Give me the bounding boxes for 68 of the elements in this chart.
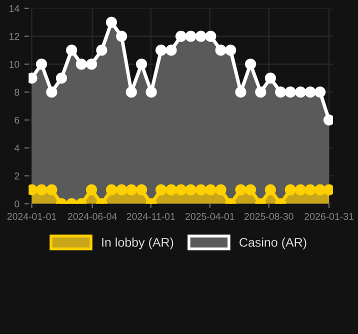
point [294,86,306,98]
y-tick-label: 8 [14,88,20,96]
point [195,30,206,42]
point [314,86,326,98]
legend-label: In lobby (AR) [102,238,174,250]
point [86,58,98,70]
point [96,44,108,56]
y-tick-label: 12 [10,32,20,40]
point [323,184,333,196]
point [36,58,48,70]
point [126,86,137,98]
point [126,184,137,196]
y-tick-label: 10 [10,60,20,68]
point [284,184,296,196]
point [255,86,266,98]
point [235,184,246,196]
point [66,44,78,56]
y-tick-label: 2 [14,172,20,180]
point [106,184,118,196]
point [156,184,167,196]
point [36,184,48,196]
point [264,184,276,196]
point [314,184,326,196]
point [205,184,216,196]
point [116,30,128,42]
point [86,184,98,196]
x-tick-label: 2024-01-01 [7,213,56,220]
point [195,184,206,196]
y-tick-label: 4 [14,144,20,152]
point [275,86,286,98]
y-tick-label: 0 [14,200,20,208]
point [166,44,177,56]
point [284,86,296,98]
x-tick-label: 2024-06-04 [68,213,117,220]
point [244,58,256,70]
point [323,114,333,126]
point [205,30,216,42]
x-tick-label: 2025-08-30 [244,213,294,220]
point [136,184,148,196]
point [166,184,177,196]
point [264,72,276,84]
point [56,72,68,84]
point [46,86,58,98]
point [294,184,306,196]
x-tick-label: 2024-11-01 [126,213,175,220]
x-tick-label: 2025-04-01 [186,213,234,220]
x-tick-label: 2026-01-31 [304,213,354,220]
point [235,86,246,98]
point [185,30,196,42]
point [175,30,187,42]
point [46,184,58,196]
y-tick-label: 14 [10,5,20,12]
point [156,44,167,56]
point [225,44,236,56]
point [76,58,87,70]
legend-label: Casino (AR) [240,238,306,250]
point [136,58,148,70]
point [175,184,187,196]
point [304,184,316,196]
point [146,86,157,98]
point [215,184,226,196]
point [116,184,128,196]
point [304,86,316,98]
y-tick-label: 6 [14,116,20,124]
point [244,184,256,196]
point [106,16,118,28]
point [185,184,196,196]
point [215,44,226,56]
